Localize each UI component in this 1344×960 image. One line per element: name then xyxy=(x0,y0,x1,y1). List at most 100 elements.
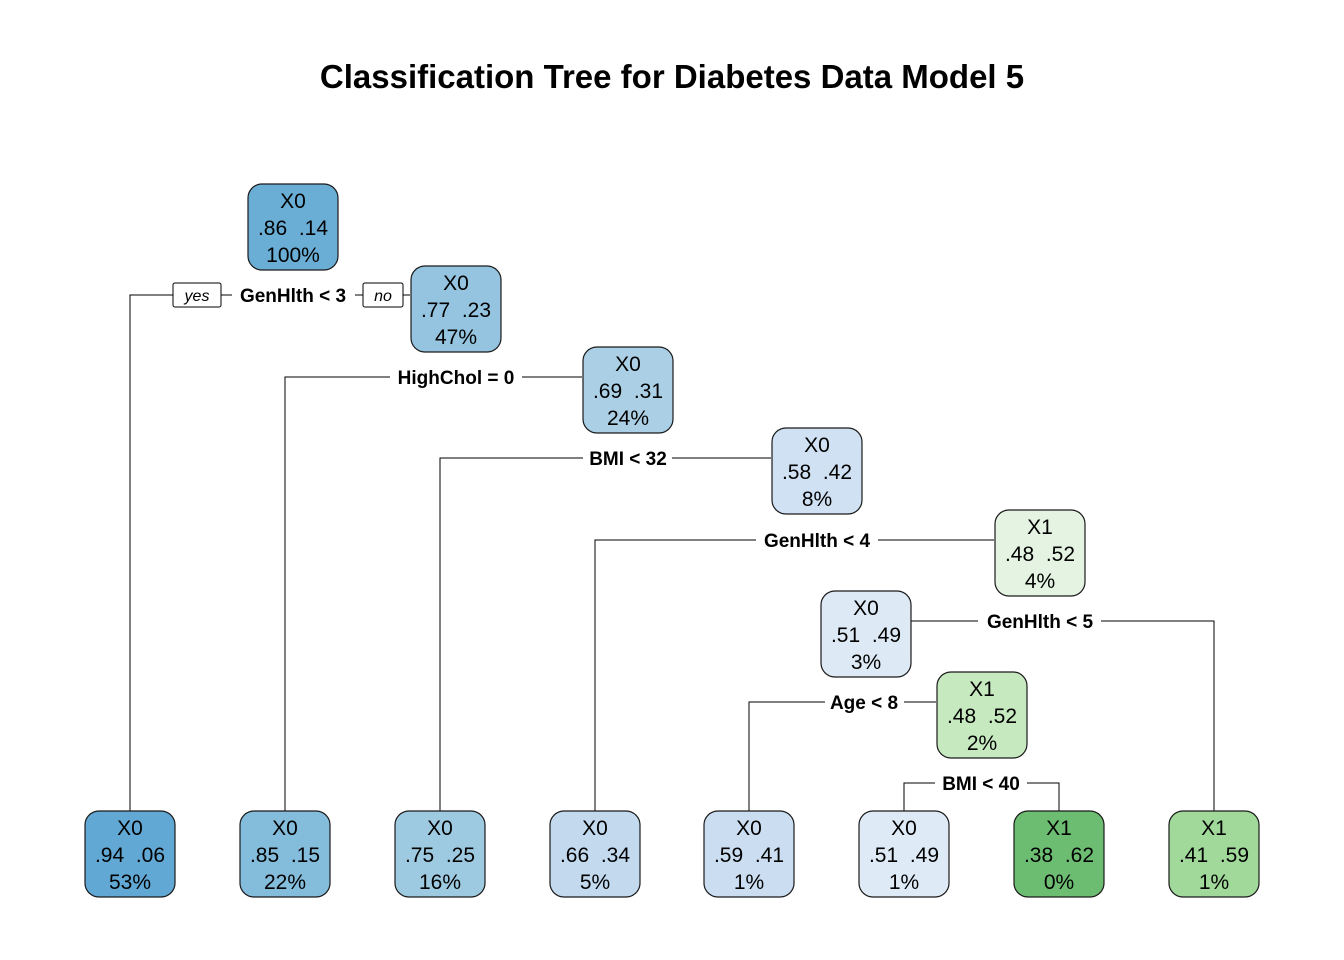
tree-node-pct: 100% xyxy=(266,244,320,267)
tree-node-box xyxy=(239,810,331,898)
yes-label-text: yes xyxy=(184,288,210,305)
edge-s1-yes xyxy=(129,294,230,811)
tree-node-box xyxy=(1168,810,1260,898)
tree-node-box xyxy=(247,183,339,271)
tree-node: X1 .48 .52 2% xyxy=(936,671,1028,759)
tree-node: X0 .69 .31 24% xyxy=(582,346,674,434)
tree-node: X0 .86 .14 100% xyxy=(247,183,339,271)
edge-s3-left xyxy=(439,457,583,811)
tree-node-pct: 47% xyxy=(435,326,477,349)
tree-node-box xyxy=(582,346,674,434)
tree-node: X0 .85 .15 22% xyxy=(239,810,331,898)
tree-node-box xyxy=(994,509,1086,597)
yes-label: yes xyxy=(172,282,222,308)
tree-node-probs: .86 .14 xyxy=(258,217,328,240)
tree-node: X0 .66 .34 5% xyxy=(549,810,641,898)
tree-node-pct: 24% xyxy=(607,407,649,430)
tree-node-class: X1 xyxy=(1201,817,1227,840)
tree-node-probs: .94 .06 xyxy=(95,844,165,867)
tree-node-box xyxy=(936,671,1028,759)
tree-node-pct: 1% xyxy=(889,871,919,894)
tree-node-box xyxy=(771,427,863,515)
tree-node-probs: .69 .31 xyxy=(593,380,663,403)
tree-node: X0 .94 .06 53% xyxy=(84,810,176,898)
tree-node-class: X0 xyxy=(272,817,298,840)
tree-node-box xyxy=(703,810,795,898)
tree-node-pct: 1% xyxy=(734,871,764,894)
tree-node-pct: 3% xyxy=(851,651,881,674)
tree-node-probs: .41 .59 xyxy=(1179,844,1249,867)
split-label: BMI < 40 xyxy=(942,774,1020,795)
split-label: BMI < 32 xyxy=(589,449,667,470)
split-label: GenHlth < 3 xyxy=(240,286,346,307)
tree-node: X1 .38 .62 0% xyxy=(1013,810,1105,898)
tree-node-pct: 22% xyxy=(264,871,306,894)
tree-nodes: X0 .86 .14 100% X0 .77 .23 47% X0 .69 .31 24% X0.… xyxy=(84,183,1260,898)
tree-node: X0 .59 .41 1% xyxy=(703,810,795,898)
edge-s6-left xyxy=(748,701,825,811)
edge-s7-right xyxy=(1027,782,1060,811)
tree-edges xyxy=(129,294,1215,811)
tree-node-class: X0 xyxy=(804,434,830,457)
split-labels: GenHlth < 3 HighChol = 0 BMI < 32 GenHlt… xyxy=(240,286,1094,795)
tree-node-probs: .38 .62 xyxy=(1024,844,1094,867)
edge-s2-left xyxy=(284,376,390,811)
tree-node-pct: 5% xyxy=(580,871,610,894)
no-label: no xyxy=(362,282,404,308)
tree-node-pct: 53% xyxy=(109,871,151,894)
tree-node-probs: .51 .49 xyxy=(831,624,901,647)
tree-node-probs: .48 .52 xyxy=(1005,543,1075,566)
tree-node-probs: .48 .52 xyxy=(947,705,1017,728)
diagram-title: Classification Tree for Diabetes Data Mo… xyxy=(319,58,1025,95)
no-label-box xyxy=(362,282,404,308)
tree-node-pct: 16% xyxy=(419,871,461,894)
tree-node-class: X0 xyxy=(736,817,762,840)
split-label: HighChol = 0 xyxy=(398,368,515,389)
tree-node-probs: .66 .34 xyxy=(560,844,630,867)
tree-node-box xyxy=(394,810,486,898)
split-label: GenHlth < 4 xyxy=(764,531,871,552)
tree-node: X0 .51 .49 1% xyxy=(858,810,950,898)
tree-node: X1 .48 .52 4% xyxy=(994,509,1086,597)
tree-node-probs: .77 .23 xyxy=(421,299,491,322)
tree-node-box xyxy=(820,590,912,678)
tree-node-probs: .59 .41 xyxy=(714,844,784,867)
tree-node-box xyxy=(549,810,641,898)
tree-node-pct: 0% xyxy=(1044,871,1074,894)
tree-node-probs: .58 .42 xyxy=(782,461,852,484)
tree-node-class: X1 xyxy=(1027,516,1053,539)
tree-node-class: X0 xyxy=(891,817,917,840)
edge-s5-right xyxy=(1101,620,1215,811)
tree-node-box xyxy=(1013,810,1105,898)
tree-node-probs: .51 .49 xyxy=(869,844,939,867)
tree-node: X0 .77 .23 47% xyxy=(410,265,502,353)
tree-node: X0 .51 .49 3% xyxy=(820,590,912,678)
tree-node-class: X0 xyxy=(280,190,306,213)
tree-node: X0 .58 .42 8% xyxy=(771,427,863,515)
split-label: GenHlth < 5 xyxy=(987,612,1094,633)
tree-node-class: X0 xyxy=(853,597,879,620)
edge-s4-left xyxy=(594,539,756,811)
tree-node-class: X0 xyxy=(443,272,469,295)
tree-node-probs: .85 .15 xyxy=(250,844,320,867)
tree-node-class: X0 xyxy=(427,817,453,840)
tree-node-class: X0 xyxy=(582,817,608,840)
split-label: Age < 8 xyxy=(830,693,898,714)
tree-node-pct: 8% xyxy=(802,488,832,511)
tree-node-pct: 2% xyxy=(967,732,997,755)
tree-node-class: X0 xyxy=(615,353,641,376)
tree-node-pct: 4% xyxy=(1025,570,1055,593)
tree-node-class: X1 xyxy=(1046,817,1072,840)
yes-label-box xyxy=(172,282,222,308)
tree-node-class: X0 xyxy=(117,817,143,840)
tree-node-class: X1 xyxy=(969,678,995,701)
tree-node-probs: .75 .25 xyxy=(405,844,475,867)
tree-node-pct: 1% xyxy=(1199,871,1229,894)
edge-s7-left xyxy=(903,782,935,811)
tree-node-box xyxy=(84,810,176,898)
no-label-text: no xyxy=(374,288,392,305)
tree-node-box xyxy=(858,810,950,898)
tree-node: X1 .41 .59 1% xyxy=(1168,810,1260,898)
tree-node-box xyxy=(410,265,502,353)
